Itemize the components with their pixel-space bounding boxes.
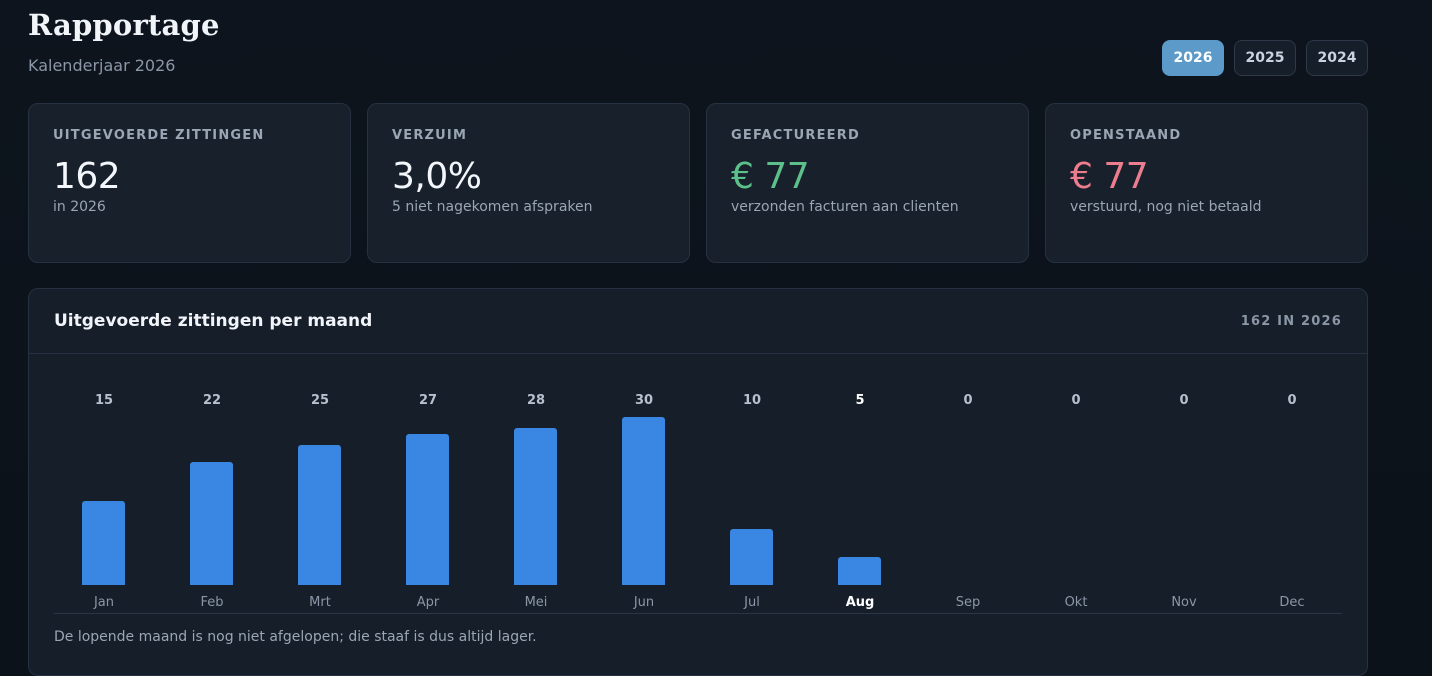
bar-value-label: 0 (1179, 393, 1189, 408)
bar-value-label: 15 (94, 393, 114, 408)
stat-card-invoiced: GEFACTUREERD € 77 verzonden facturen aan… (706, 103, 1029, 263)
bar-value-label: 28 (526, 393, 546, 408)
stat-card-absence: VERZUIM 3,0% 5 niet nagekomen afspraken (367, 103, 690, 263)
bar-column-aug: 5 Aug (806, 389, 914, 614)
stat-note: verstuurd, nog niet betaald (1070, 199, 1262, 215)
bar-value-label: 30 (634, 393, 654, 408)
month-label: Dec (1279, 595, 1305, 610)
stat-value: € 77 (1070, 156, 1149, 197)
month-label: Jun (633, 595, 655, 610)
bar-column-mei: 28 Mei (482, 389, 590, 614)
bar-column-nov: 0 Nov (1130, 389, 1238, 614)
bar-column-jan: 15 Jan (50, 389, 158, 614)
bar-value-label: 25 (310, 393, 330, 408)
bar-jul[interactable] (730, 529, 773, 585)
bar-column-mrt: 25 Mrt (266, 389, 374, 614)
chart-header: Uitgevoerde zittingen per maand 162 IN 2… (29, 289, 1367, 354)
bar-value-label: 10 (742, 393, 762, 408)
chart-title: Uitgevoerde zittingen per maand (54, 311, 373, 331)
bar-aug[interactable] (838, 557, 881, 585)
bar-apr[interactable] (406, 434, 449, 585)
month-label: Apr (416, 595, 440, 610)
month-label: Mrt (309, 595, 331, 610)
month-label: Jan (93, 595, 115, 610)
page-title: Rapportage (28, 8, 220, 42)
bar-value-label: 5 (855, 393, 865, 408)
bar-chart: 15 Jan 22 Feb 25 Mrt 27 Apr 28 Mei 30 Jun 10 Jul 5 Aug 0… (54, 389, 1342, 610)
bar-value-label: 0 (963, 393, 973, 408)
bar-column-dec: 0 Dec (1238, 389, 1346, 614)
bar-value-label: 27 (418, 393, 438, 408)
bar-column-jun: 30 Jun (590, 389, 698, 614)
month-label: Jul (744, 595, 760, 610)
monthly-sessions-card: Uitgevoerde zittingen per maand 162 IN 2… (28, 288, 1368, 676)
stat-note: in 2026 (53, 199, 106, 215)
stats-row: UITGEVOERDE ZITTINGEN 162 in 2026 VERZUI… (28, 103, 1368, 263)
stat-label: VERZUIM (392, 128, 468, 143)
bar-feb[interactable] (190, 462, 233, 585)
bar-column-apr: 27 Apr (374, 389, 482, 614)
year-button-2026[interactable]: 2026 (1162, 40, 1224, 76)
bar-value-label: 0 (1287, 393, 1297, 408)
stat-value: 162 (53, 156, 121, 197)
stat-card-sessions: UITGEVOERDE ZITTINGEN 162 in 2026 (28, 103, 351, 263)
chart-footnote: De lopende maand is nog niet afgelopen; … (54, 629, 537, 645)
stat-value: € 77 (731, 156, 810, 197)
chart-total: 162 IN 2026 (1240, 313, 1342, 329)
bar-jan[interactable] (82, 501, 125, 585)
stat-value: 3,0% (392, 156, 482, 197)
bar-value-label: 0 (1071, 393, 1081, 408)
chart-baseline (54, 613, 1342, 614)
year-switch: 2026 2025 2024 (1162, 40, 1368, 76)
stat-label: GEFACTUREERD (731, 128, 860, 143)
month-label: Mei (524, 595, 548, 610)
stat-label: OPENSTAAND (1070, 128, 1182, 143)
stat-label: UITGEVOERDE ZITTINGEN (53, 128, 265, 143)
bar-column-okt: 0 Okt (1022, 389, 1130, 614)
year-button-2024[interactable]: 2024 (1306, 40, 1368, 76)
bar-column-feb: 22 Feb (158, 389, 266, 614)
month-label: Nov (1171, 595, 1197, 610)
bar-column-jul: 10 Jul (698, 389, 806, 614)
bar-value-label: 22 (202, 393, 222, 408)
month-label: Sep (955, 595, 981, 610)
bar-mrt[interactable] (298, 445, 341, 585)
year-button-2025[interactable]: 2025 (1234, 40, 1296, 76)
stat-note: 5 niet nagekomen afspraken (392, 199, 593, 215)
bar-column-sep: 0 Sep (914, 389, 1022, 614)
month-label: Feb (200, 595, 224, 610)
month-label: Aug (845, 595, 875, 610)
bar-mei[interactable] (514, 428, 557, 585)
month-label: Okt (1064, 595, 1088, 610)
stat-card-outstanding: OPENSTAAND € 77 verstuurd, nog niet beta… (1045, 103, 1368, 263)
bar-jun[interactable] (622, 417, 665, 585)
page-subtitle: Kalenderjaar 2026 (28, 56, 176, 75)
stat-note: verzonden facturen aan clienten (731, 199, 959, 215)
